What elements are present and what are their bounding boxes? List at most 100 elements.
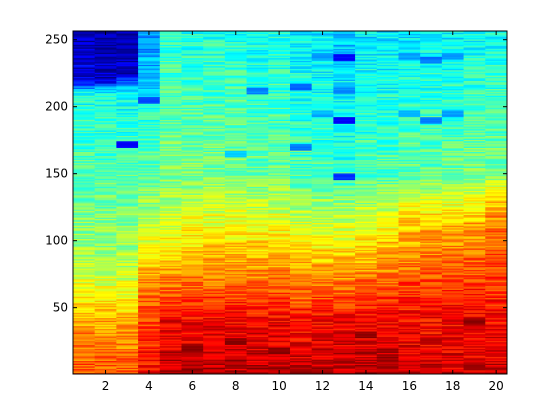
heatmap-cell [290, 339, 313, 341]
heatmap-cell [73, 273, 96, 276]
heatmap-cell [94, 88, 117, 91]
heatmap-cell [311, 41, 334, 44]
heatmap-cell [203, 229, 226, 232]
heatmap-cell [441, 106, 464, 108]
heatmap-cell [441, 280, 464, 282]
heatmap-cell [398, 181, 421, 183]
heatmap-cell [420, 112, 443, 115]
heatmap-cell [73, 47, 96, 49]
heatmap-cell [116, 364, 139, 367]
heatmap-cell [376, 197, 399, 199]
heatmap-cell [138, 186, 161, 189]
heatmap-cell [441, 341, 464, 344]
heatmap-cell [116, 35, 139, 37]
heatmap-cell [420, 91, 443, 94]
heatmap-cell [311, 68, 334, 71]
heatmap-cell [268, 80, 291, 83]
heatmap-cell [355, 336, 378, 339]
heatmap-cell [246, 142, 269, 144]
heatmap-cell [94, 312, 117, 315]
heatmap-cell [73, 359, 96, 361]
heatmap-cell [420, 284, 443, 286]
heatmap-cell [73, 363, 96, 366]
heatmap-cell [203, 276, 226, 278]
heatmap-cell [376, 242, 399, 245]
heatmap-cell [268, 230, 291, 233]
heatmap-cell [203, 178, 226, 181]
heatmap-cell [441, 331, 464, 333]
heatmap-cell [420, 147, 443, 150]
heatmap-cell [181, 253, 204, 256]
heatmap-cell [268, 240, 291, 242]
heatmap-cell [246, 233, 269, 236]
heatmap-cell [398, 63, 421, 65]
heatmap-cell [181, 250, 204, 253]
heatmap-cell [246, 36, 269, 39]
heatmap-cell [355, 37, 378, 40]
heatmap-cell [138, 246, 161, 249]
heatmap-cell [355, 102, 378, 104]
heatmap-cell [463, 272, 486, 274]
heatmap-cell [246, 273, 269, 276]
heatmap-cell [398, 355, 421, 357]
heatmap-cell [224, 146, 247, 148]
heatmap-cell [398, 215, 421, 218]
heatmap-cell [159, 45, 182, 48]
heatmap-cell [246, 294, 269, 297]
heatmap-cell [138, 353, 161, 356]
heatmap-cell [420, 355, 443, 357]
heatmap-cell [203, 325, 226, 328]
heatmap-cell [159, 272, 182, 274]
heatmap-cell [398, 325, 421, 328]
heatmap-cell [138, 349, 161, 352]
heatmap-cell [181, 63, 204, 65]
heatmap-cell [159, 193, 182, 195]
heatmap-cell [138, 194, 161, 197]
heatmap-cell [441, 187, 464, 190]
heatmap-cell [333, 64, 356, 67]
heatmap-cell [376, 217, 399, 219]
heatmap-cell [333, 45, 356, 48]
heatmap-cell [485, 352, 508, 355]
heatmap-cell [398, 274, 421, 277]
heatmap-cell [376, 53, 399, 56]
heatmap-cell [441, 215, 464, 218]
heatmap-cell [181, 201, 204, 203]
heatmap-cell [181, 210, 204, 213]
heatmap-cell [203, 122, 226, 124]
heatmap-cell [159, 316, 182, 319]
heatmap-cell [463, 223, 486, 226]
heatmap-cell [441, 368, 464, 371]
heatmap-cell [333, 71, 356, 73]
heatmap-cell [224, 122, 247, 124]
heatmap-cell [463, 43, 486, 45]
heatmap-cell [203, 333, 226, 336]
heatmap-cell [181, 261, 204, 264]
heatmap-cell [224, 108, 247, 111]
heatmap-cell [268, 329, 291, 332]
heatmap-cell [463, 276, 486, 278]
heatmap-cell [246, 171, 269, 174]
heatmap-cell [333, 249, 356, 252]
heatmap-cell [441, 189, 464, 191]
heatmap-cell [224, 301, 247, 304]
heatmap-cell [441, 76, 464, 79]
heatmap-cell [203, 185, 226, 187]
heatmap-cell [420, 35, 443, 37]
heatmap-cell [376, 195, 399, 198]
heatmap-cell [268, 340, 291, 343]
heatmap-cell [311, 210, 334, 213]
heatmap-cell [246, 213, 269, 215]
heatmap-cell [485, 368, 508, 371]
heatmap-cell [268, 99, 291, 102]
heatmap-cell [138, 343, 161, 345]
heatmap-cell [246, 173, 269, 175]
heatmap-cell [290, 219, 313, 222]
heatmap-cell [116, 261, 139, 264]
heatmap-cell [398, 152, 421, 155]
heatmap-cell [441, 302, 464, 305]
heatmap-cell [116, 331, 139, 333]
heatmap-cell [73, 126, 96, 128]
heatmap-cell [441, 364, 464, 367]
heatmap-cell [73, 91, 96, 94]
